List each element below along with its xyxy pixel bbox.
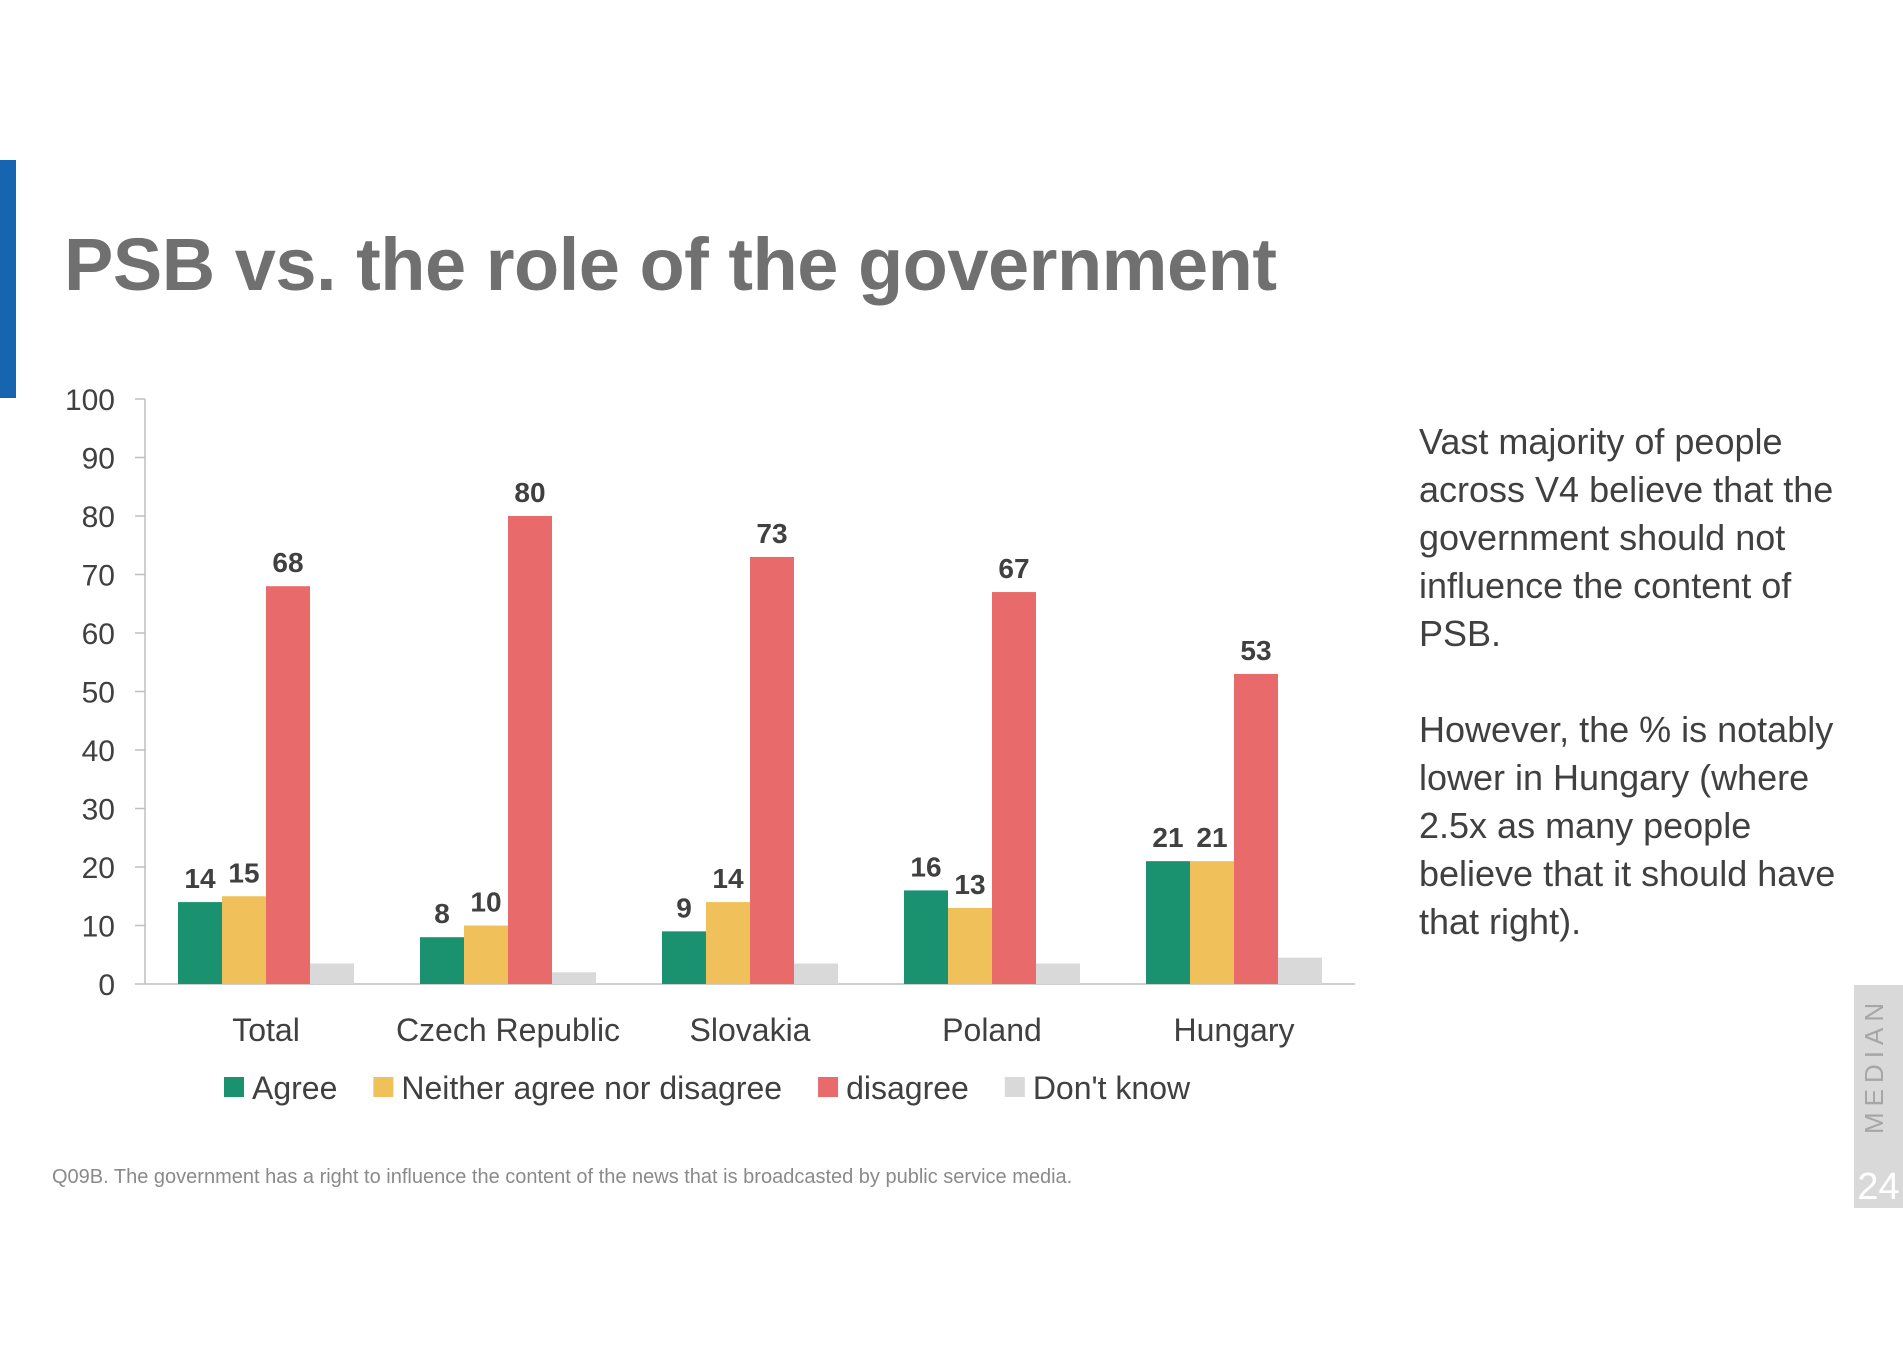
bar	[706, 902, 750, 984]
bar	[552, 972, 596, 984]
bar	[750, 556, 794, 984]
legend-label: Don't know	[1033, 1070, 1191, 1106]
legend-label: disagree	[846, 1070, 969, 1106]
category-label: Slovakia	[690, 1012, 811, 1048]
legend-swatch	[818, 1077, 839, 1097]
data-label: 16	[910, 851, 941, 882]
data-label: 68	[272, 547, 303, 578]
y-tick-label: 50	[82, 677, 115, 710]
y-tick-label: 100	[65, 384, 115, 417]
bar	[794, 963, 838, 984]
legend-label: Neither agree nor disagree	[401, 1070, 782, 1106]
bar	[1036, 963, 1080, 984]
category-label: Hungary	[1174, 1012, 1295, 1048]
bar	[420, 937, 464, 984]
category-label: Czech Republic	[396, 1012, 620, 1048]
data-label: 15	[228, 857, 259, 888]
bar	[508, 516, 552, 984]
brand-label: MEDIAN	[1859, 996, 1889, 1134]
data-label: 14	[184, 863, 216, 894]
slide-title: PSB vs. the role of the government	[64, 223, 1277, 306]
data-label: 80	[514, 477, 545, 508]
legend-swatch	[373, 1077, 394, 1097]
data-label: 13	[954, 869, 985, 900]
side-tab	[1854, 985, 1903, 1208]
y-tick-label: 80	[82, 501, 115, 534]
y-tick-label: 0	[98, 969, 115, 1002]
bar	[1190, 861, 1234, 984]
bar	[948, 907, 992, 984]
bar	[266, 586, 310, 984]
bar	[662, 931, 706, 984]
data-label: 10	[470, 887, 501, 918]
commentary-paragraph-2: However, the % is notably lower in Hunga…	[1419, 709, 1836, 942]
bar	[904, 890, 948, 984]
commentary: Vast majority of people across V4 believ…	[1419, 418, 1859, 994]
page-number: 24	[1857, 1166, 1900, 1208]
legend-swatch	[224, 1077, 244, 1097]
bar	[222, 896, 266, 984]
accent-bar	[0, 160, 16, 398]
legend-label: Agree	[252, 1070, 337, 1106]
data-label: 9	[676, 892, 692, 923]
y-tick-label: 30	[82, 794, 115, 827]
bar	[310, 963, 354, 984]
commentary-paragraph-1: Vast majority of people across V4 believ…	[1419, 421, 1834, 654]
footnote: Q09B. The government has a right to infl…	[52, 1166, 1073, 1188]
data-label: 21	[1152, 822, 1183, 853]
bar	[992, 592, 1036, 984]
data-label: 8	[434, 898, 450, 929]
y-tick-label: 40	[82, 735, 115, 768]
bar	[178, 902, 222, 984]
category-label: Poland	[942, 1012, 1042, 1048]
data-label: 21	[1196, 822, 1227, 853]
bar	[1146, 861, 1190, 984]
y-tick-label: 90	[82, 443, 115, 476]
bar	[1278, 957, 1322, 984]
bar	[464, 925, 508, 984]
legend-swatch	[1004, 1077, 1025, 1097]
category-label: Total	[232, 1012, 300, 1048]
y-tick-label: 60	[82, 618, 115, 651]
bar	[1234, 673, 1278, 984]
data-label: 53	[1240, 635, 1271, 666]
y-tick-label: 10	[82, 911, 115, 944]
y-tick-label: 20	[82, 852, 115, 885]
data-label: 73	[756, 518, 787, 549]
data-label: 14	[712, 863, 744, 894]
y-tick-label: 70	[82, 560, 115, 593]
data-label: 67	[998, 553, 1029, 584]
